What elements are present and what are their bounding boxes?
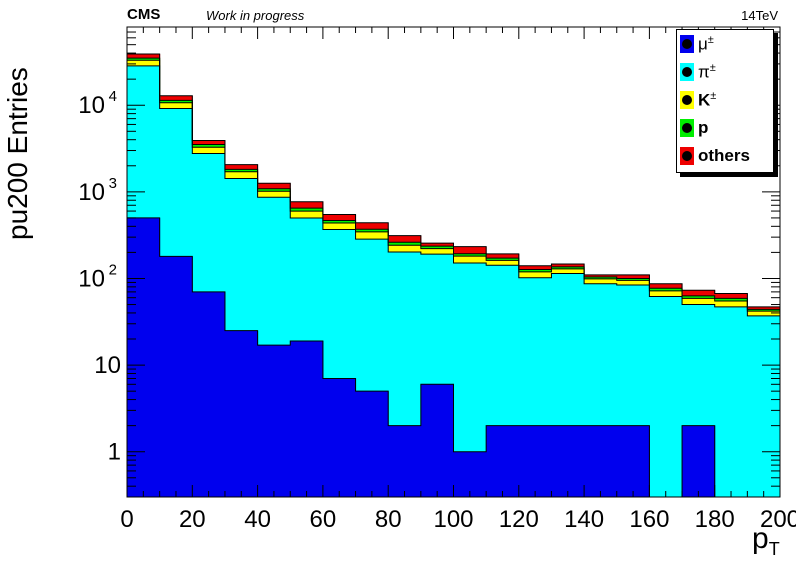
bar--3 <box>224 330 259 497</box>
x-axis-label: pT <box>752 522 780 560</box>
x-axis-label-main: p <box>752 522 769 555</box>
x-tick-label: 20 <box>179 506 206 533</box>
bar--1 <box>159 256 193 497</box>
bar--9 <box>420 384 454 497</box>
legend: μ± π± K± p others <box>676 29 774 173</box>
bar--11 <box>486 425 520 497</box>
legend-label: K± <box>698 89 717 110</box>
bar--8 <box>388 425 422 497</box>
y-tick-label-exponent: 4 <box>109 88 117 105</box>
legend-item: K± <box>680 89 716 111</box>
bar--16 <box>649 296 683 497</box>
x-tick-label: 80 <box>375 506 402 533</box>
legend-item: p <box>680 117 708 139</box>
bar--19 <box>747 315 781 497</box>
x-tick-label: 140 <box>564 506 604 533</box>
bar--2 <box>192 291 226 497</box>
bar--10 <box>453 451 487 497</box>
legend-item: π± <box>680 61 716 83</box>
y-tick-label-exponent: 2 <box>109 261 117 278</box>
x-tick-label: 40 <box>244 506 271 533</box>
legend-item: μ± <box>680 33 714 55</box>
y-tick-label: 10 <box>78 179 105 206</box>
x-tick-label: 0 <box>120 506 133 533</box>
energy-label: 14TeV <box>741 8 778 23</box>
legend-label: π± <box>698 61 716 82</box>
bar--17 <box>682 425 716 497</box>
status-label: Work in progress <box>206 8 305 23</box>
legend-label: others <box>698 146 750 165</box>
legend-item: others <box>680 145 750 167</box>
bar--5 <box>290 340 324 497</box>
legend-label: p <box>698 118 709 137</box>
x-tick-label: 160 <box>629 506 669 533</box>
legend-label-superscript: ± <box>709 61 716 74</box>
bar--18 <box>714 306 748 497</box>
legend-swatch <box>680 63 694 81</box>
x-tick-label: 180 <box>695 506 735 533</box>
x-tick-label: 60 <box>310 506 337 533</box>
bar--0 <box>127 217 161 497</box>
bar--13 <box>551 425 585 497</box>
bar--6 <box>322 378 357 497</box>
y-tick-label: 10 <box>78 92 105 119</box>
experiment-label: CMS <box>127 6 161 23</box>
y-tick-label-exponent: 3 <box>109 175 117 192</box>
legend-label-superscript: ± <box>710 89 717 102</box>
legend-label: μ± <box>698 33 714 54</box>
legend-swatch <box>680 119 694 137</box>
series-outline-4 <box>126 53 781 497</box>
bar--4 <box>257 345 291 497</box>
bar--14 <box>584 425 618 497</box>
x-tick-label: 100 <box>433 506 473 533</box>
legend-swatch <box>680 35 694 53</box>
bar--12 <box>518 425 552 497</box>
legend-swatch <box>680 147 694 165</box>
y-tick-label: 10 <box>78 265 105 292</box>
bar--15 <box>616 425 650 497</box>
legend-label-superscript: ± <box>707 33 714 46</box>
legend-swatch <box>680 91 694 109</box>
y-axis-label: pu200 Entries <box>2 67 33 240</box>
x-tick-label: 200 <box>760 506 796 533</box>
bar--7 <box>355 391 389 497</box>
x-tick-label: 120 <box>499 506 539 533</box>
x-axis-label-sub: T <box>768 539 780 559</box>
y-tick-label: 10 <box>94 352 121 379</box>
y-tick-label: 1 <box>108 439 121 466</box>
